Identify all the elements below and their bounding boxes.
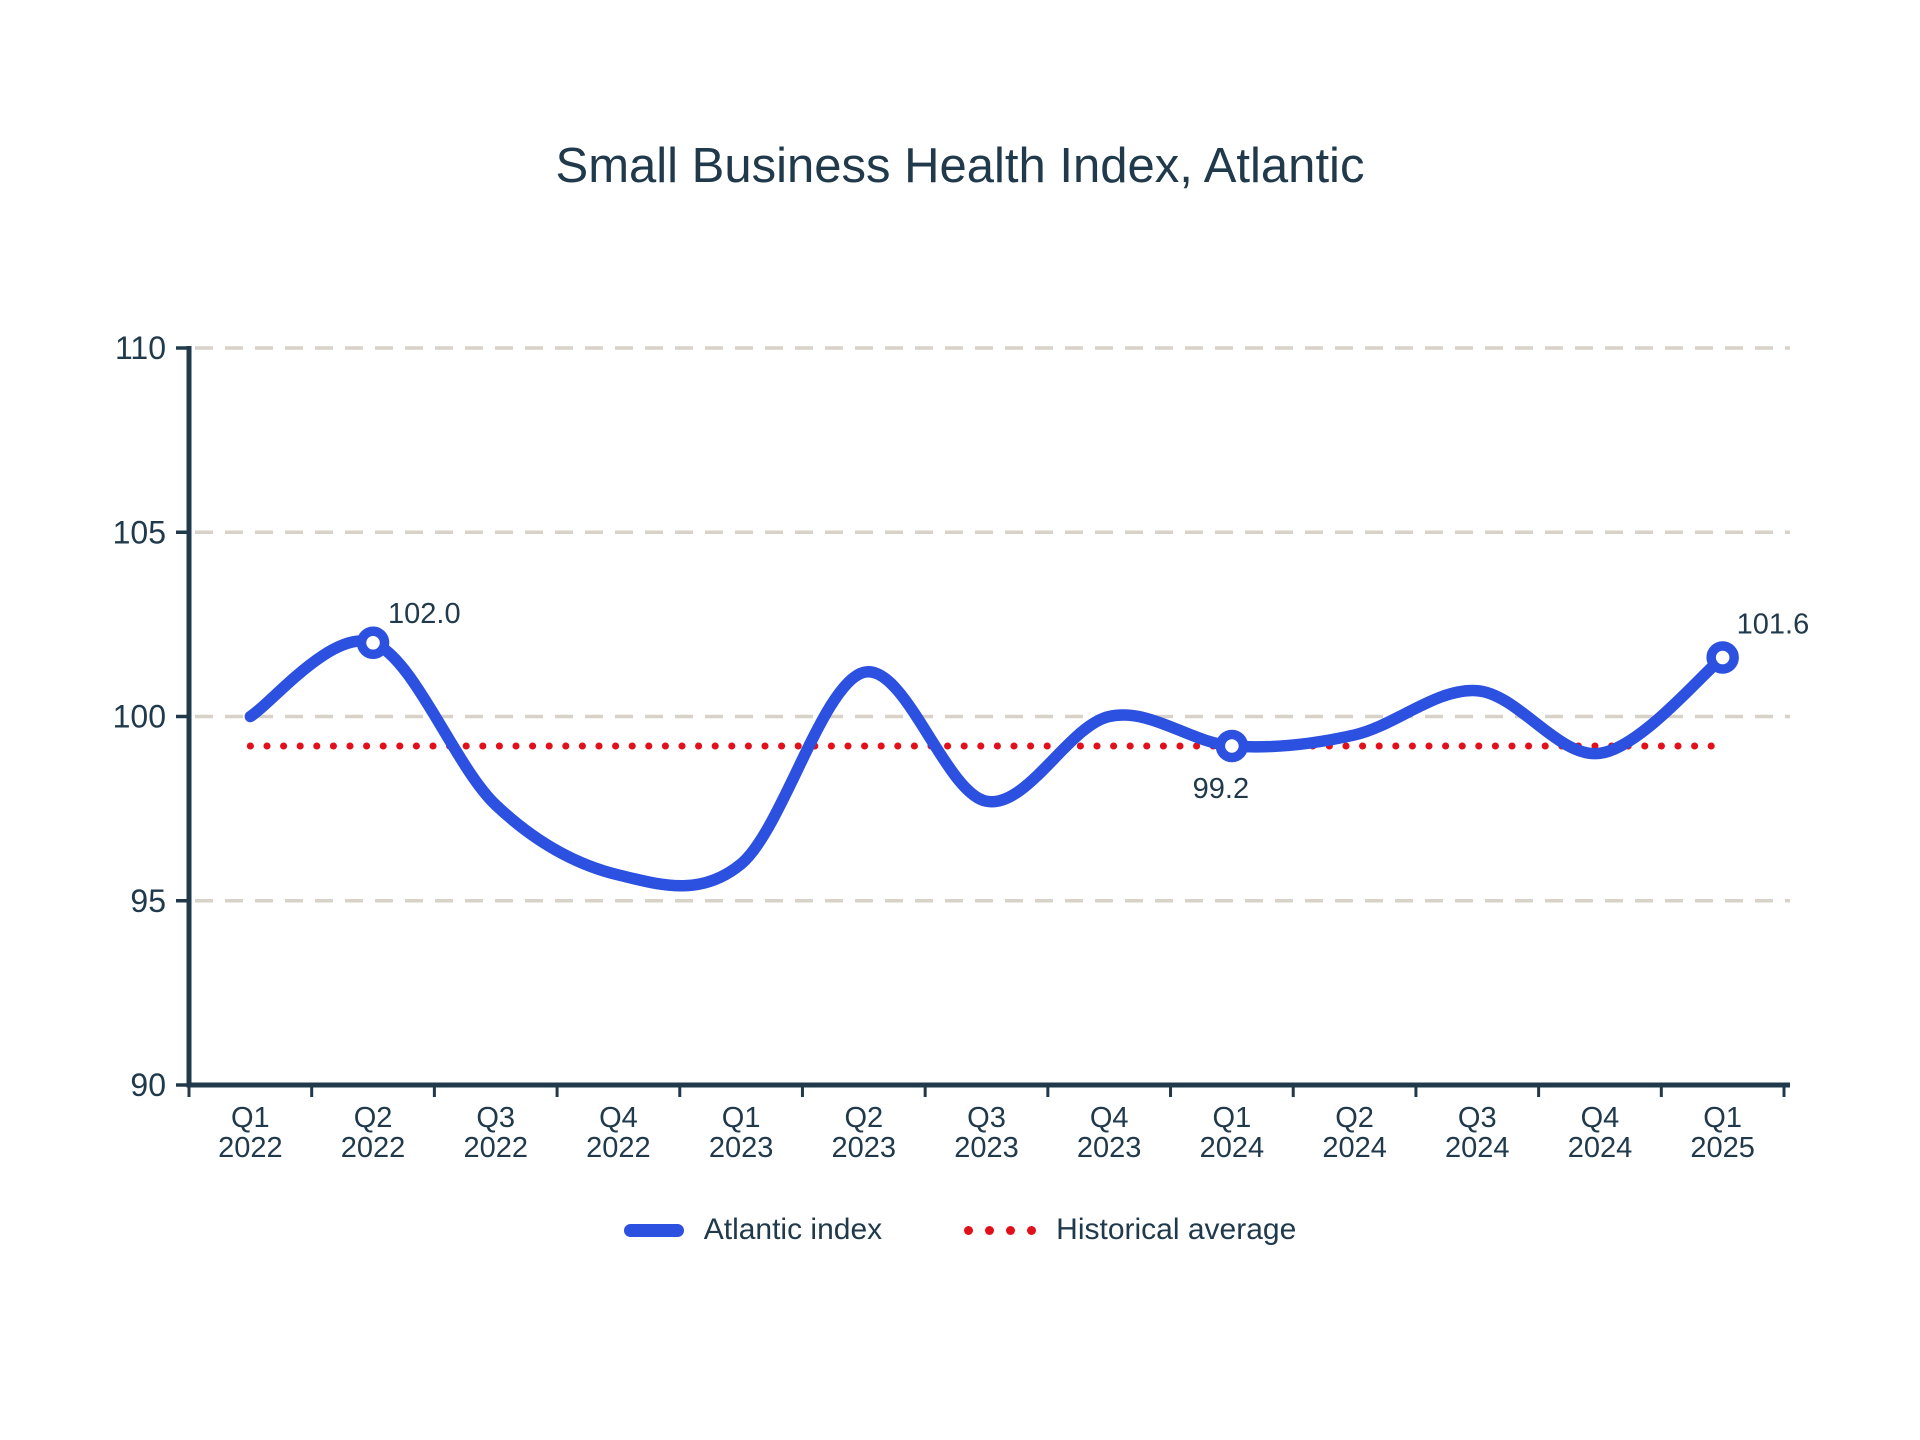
x-tick-label-year: 2024: [1322, 1132, 1387, 1164]
x-tick-label-quarter: Q4: [1090, 1102, 1129, 1134]
red-dot-icon: [1027, 1225, 1037, 1235]
atlantic-index-line-swatch-icon: [623, 1223, 684, 1237]
x-tick-label-quarter: Q1: [1703, 1102, 1742, 1134]
red-dot-icon: [964, 1225, 974, 1235]
red-dot-icon: [985, 1225, 995, 1235]
x-tick-label-quarter: Q4: [1581, 1102, 1620, 1134]
x-tick-label-quarter: Q2: [354, 1102, 393, 1134]
x-tick-label-quarter: Q1: [231, 1102, 270, 1134]
x-tick-label-year: 2024: [1568, 1132, 1633, 1164]
x-tick-label-year: 2024: [1445, 1132, 1510, 1164]
legend-label-historical-average: Historical average: [1056, 1213, 1297, 1246]
historical-average-dots-swatch-icon: [964, 1225, 1037, 1235]
legend: Atlantic index Historical average: [0, 1213, 1920, 1247]
y-tick-label: 90: [130, 1067, 166, 1103]
x-tick-label-year: 2022: [341, 1132, 406, 1164]
x-tick-label-year: 2022: [463, 1132, 528, 1164]
y-tick-label: 105: [113, 514, 166, 550]
red-dot-icon: [1006, 1225, 1016, 1235]
y-tick-label: 100: [113, 699, 166, 735]
data-point-label: 102.0: [388, 598, 461, 630]
x-tick-label-quarter: Q1: [722, 1102, 761, 1134]
x-tick-label-year: 2023: [709, 1132, 774, 1164]
data-point-marker: [356, 626, 390, 660]
data-point-marker: [1215, 729, 1249, 763]
x-tick-label-year: 2023: [832, 1132, 897, 1164]
axes: 9095100105110Q12022Q22022Q32022Q42022Q12…: [113, 330, 1790, 1164]
y-tick-label: 110: [115, 330, 166, 366]
x-tick-label-quarter: Q3: [1458, 1102, 1497, 1134]
x-tick-label-quarter: Q2: [1335, 1102, 1374, 1134]
x-tick-label-year: 2022: [218, 1132, 283, 1164]
data-point-marker: [1706, 641, 1739, 674]
x-tick-label-quarter: Q3: [476, 1102, 515, 1134]
x-tick-label-year: 2022: [586, 1132, 651, 1164]
x-tick-label-year: 2025: [1690, 1132, 1755, 1164]
data-point-label: 101.6: [1737, 609, 1810, 641]
x-tick-label-quarter: Q3: [967, 1102, 1006, 1134]
x-tick-label-quarter: Q2: [844, 1102, 883, 1134]
x-tick-label-year: 2023: [954, 1132, 1019, 1164]
data-point-label: 99.2: [1193, 773, 1249, 805]
atlantic-index-line: [244, 635, 1729, 892]
x-tick-label-quarter: Q1: [1213, 1102, 1252, 1134]
x-tick-label-year: 2023: [1077, 1132, 1142, 1164]
legend-label-atlantic-index: Atlantic index: [703, 1213, 883, 1246]
legend-item-historical-average: Historical average: [964, 1213, 1296, 1247]
legend-item-atlantic-index: Atlantic index: [623, 1213, 883, 1247]
y-tick-label: 95: [130, 883, 166, 919]
x-tick-label-year: 2024: [1200, 1132, 1265, 1164]
x-tick-label-quarter: Q4: [599, 1102, 638, 1134]
chart-title: Small Business Health Index, Atlantic: [555, 139, 1365, 193]
